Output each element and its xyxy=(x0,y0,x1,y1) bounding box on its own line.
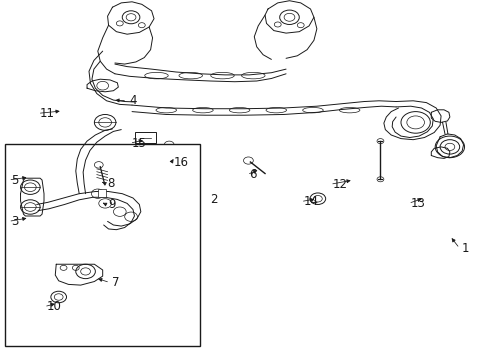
Text: 13: 13 xyxy=(410,197,425,210)
Text: 7: 7 xyxy=(112,276,120,289)
Text: 4: 4 xyxy=(129,94,137,107)
Text: 3: 3 xyxy=(11,215,18,228)
Text: 16: 16 xyxy=(173,156,188,169)
Text: 12: 12 xyxy=(332,178,347,191)
Text: 1: 1 xyxy=(461,242,468,255)
Bar xyxy=(98,189,105,197)
Text: 11: 11 xyxy=(40,107,55,120)
Text: 10: 10 xyxy=(46,300,61,313)
Bar xyxy=(5,144,200,346)
Text: 2: 2 xyxy=(210,193,217,206)
Text: 15: 15 xyxy=(132,137,146,150)
Text: 14: 14 xyxy=(303,195,318,208)
Text: 9: 9 xyxy=(108,198,116,211)
Text: 8: 8 xyxy=(107,177,115,190)
Text: 6: 6 xyxy=(249,168,256,181)
Bar xyxy=(135,132,156,143)
Text: 5: 5 xyxy=(11,174,18,186)
